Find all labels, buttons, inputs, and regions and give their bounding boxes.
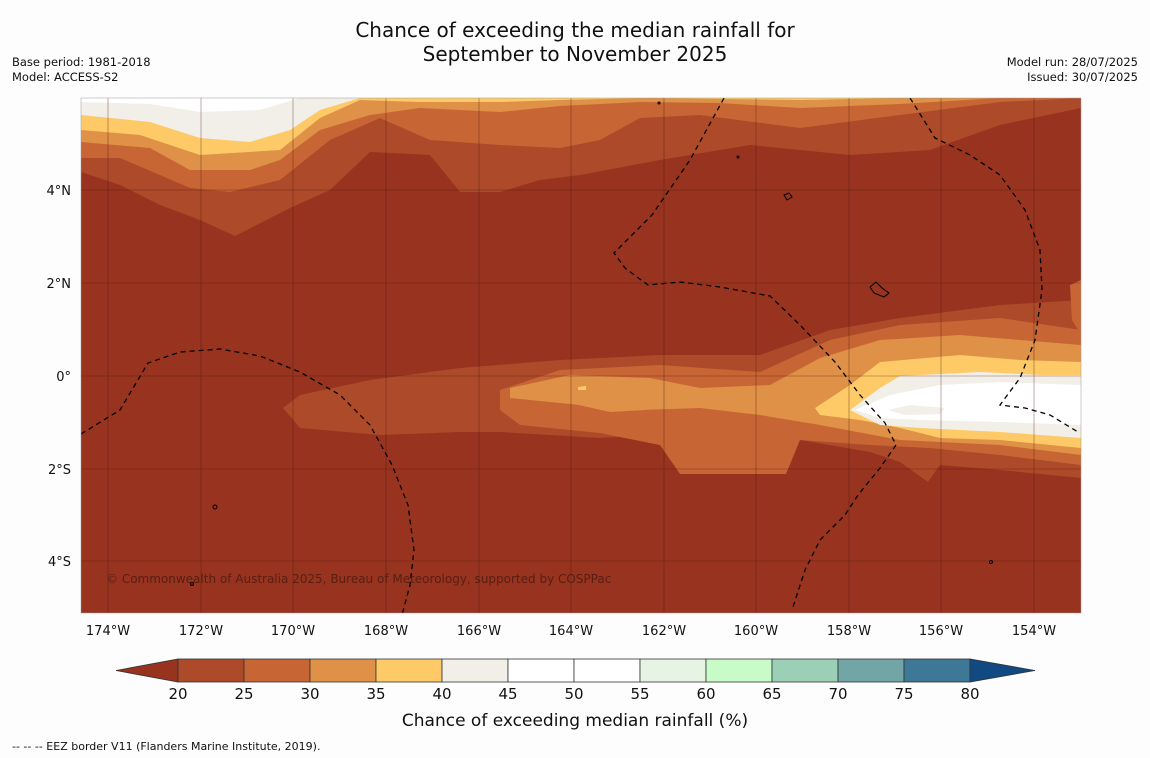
lon-label-174w: 174°W <box>86 624 130 639</box>
colorbar-extend-low <box>115 658 179 683</box>
east-band-30 <box>1070 280 1081 335</box>
model-info: Base period: 1981-2018 Model: ACCESS-S2 <box>12 55 151 85</box>
map-frame <box>80 97 1082 614</box>
lon-label-158w: 158°W <box>827 624 871 639</box>
base-period: Base period: 1981-2018 <box>12 55 151 69</box>
model-run-date: Model run: 28/07/2025 <box>1006 55 1138 69</box>
colorbar-extend-high <box>969 658 1036 683</box>
island-dot-1 <box>736 155 740 159</box>
colorbar-tick-75: 75 <box>894 685 913 703</box>
colorbar-ticks: 20 25 30 35 40 45 50 55 60 65 70 75 80 <box>168 685 979 703</box>
colorbar-tick-45: 45 <box>498 685 517 703</box>
model-name: Model: ACCESS-S2 <box>12 70 119 84</box>
lat-label-4n: 4°N <box>47 184 72 199</box>
island-south-east <box>989 560 993 564</box>
lat-label-2n: 2°N <box>47 277 72 292</box>
lon-label-168w: 168°W <box>364 624 408 639</box>
colorbar-segment-75-80 <box>903 658 971 683</box>
island-west <box>212 504 218 510</box>
colorbar-segments <box>115 658 1036 683</box>
central-band-40 <box>578 386 586 390</box>
island-dot-2 <box>657 101 661 105</box>
colorbar-segment-20-25 <box>177 658 245 683</box>
lon-label-156w: 156°W <box>919 624 963 639</box>
island-kiritimati <box>869 281 890 298</box>
lon-label-166w: 166°W <box>457 624 501 639</box>
run-info: Model run: 28/07/2025 Issued: 30/07/2025 <box>1007 55 1138 85</box>
lon-label-170w: 170°W <box>271 624 315 639</box>
colorbar-tick-40: 40 <box>432 685 451 703</box>
colorbar-tick-60: 60 <box>696 685 715 703</box>
colorbar-segment-60-65 <box>705 658 773 683</box>
title-line-2: September to November 2025 <box>422 42 728 66</box>
colorbar-tick-65: 65 <box>762 685 781 703</box>
colorbar-tick-30: 30 <box>300 685 319 703</box>
eez-legend-note: -- -- -- EEZ border V11 (Flanders Marine… <box>12 740 321 753</box>
meridians <box>107 98 1035 613</box>
probability-fields <box>81 98 1081 613</box>
colorbar-tick-20: 20 <box>168 685 187 703</box>
copyright-notice: © Commonwealth of Australia 2025, Bureau… <box>106 572 611 586</box>
lon-label-154w: 154°W <box>1012 624 1056 639</box>
lon-label-172w: 172°W <box>179 624 223 639</box>
eez-border-central <box>613 98 897 611</box>
colorbar-title: Chance of exceeding median rainfall (%) <box>402 711 748 731</box>
north-band-50 <box>81 98 300 112</box>
colorbar-segment-25-30 <box>243 658 311 683</box>
eez-border-west <box>81 348 415 613</box>
lat-label-4s: 4°S <box>48 555 71 570</box>
map-title: Chance of exceeding the median rainfall … <box>0 18 1150 66</box>
lat-label-0: 0° <box>56 370 71 385</box>
colorbar-segment-45-50 <box>507 658 575 683</box>
lon-label-160w: 160°W <box>734 624 778 639</box>
lat-label-2s: 2°S <box>48 463 71 478</box>
colorbar-segment-70-75 <box>837 658 905 683</box>
colorbar-tick-25: 25 <box>234 685 253 703</box>
colorbar-tick-55: 55 <box>630 685 649 703</box>
lon-label-164w: 164°W <box>549 624 593 639</box>
island-southwest <box>190 582 194 586</box>
title-line-1: Chance of exceeding the median rainfall … <box>355 18 795 42</box>
colorbar-tick-50: 50 <box>564 685 583 703</box>
island-north <box>783 192 793 201</box>
colorbar-tick-70: 70 <box>828 685 847 703</box>
eez-border-east <box>909 98 1079 433</box>
issued-date: Issued: 30/07/2025 <box>1027 70 1138 84</box>
colorbar: 20 25 30 35 40 45 50 55 60 65 70 75 80 Chance of exc… <box>115 658 1036 731</box>
islands <box>190 101 993 586</box>
colorbar-tick-80: 80 <box>960 685 979 703</box>
parallels <box>81 189 1081 562</box>
colorbar-segment-30-35 <box>309 658 377 683</box>
colorbar-segment-55-60 <box>639 658 707 683</box>
lon-label-162w: 162°W <box>642 624 686 639</box>
colorbar-segment-40-45 <box>441 658 509 683</box>
equator-inner-45 <box>888 405 945 415</box>
north-band-45 <box>81 98 360 142</box>
colorbar-tick-35: 35 <box>366 685 385 703</box>
longitude-labels: 174°W 172°W 170°W 168°W 166°W 164°W 162°… <box>86 624 1056 639</box>
latitude-labels: 4°N 2°N 0° 2°S 4°S <box>47 184 72 570</box>
colorbar-segment-35-40 <box>375 658 443 683</box>
graticule <box>81 98 1081 613</box>
colorbar-segment-50-55 <box>573 658 641 683</box>
colorbar-segment-65-70 <box>771 658 839 683</box>
eez-borders <box>81 98 1079 613</box>
